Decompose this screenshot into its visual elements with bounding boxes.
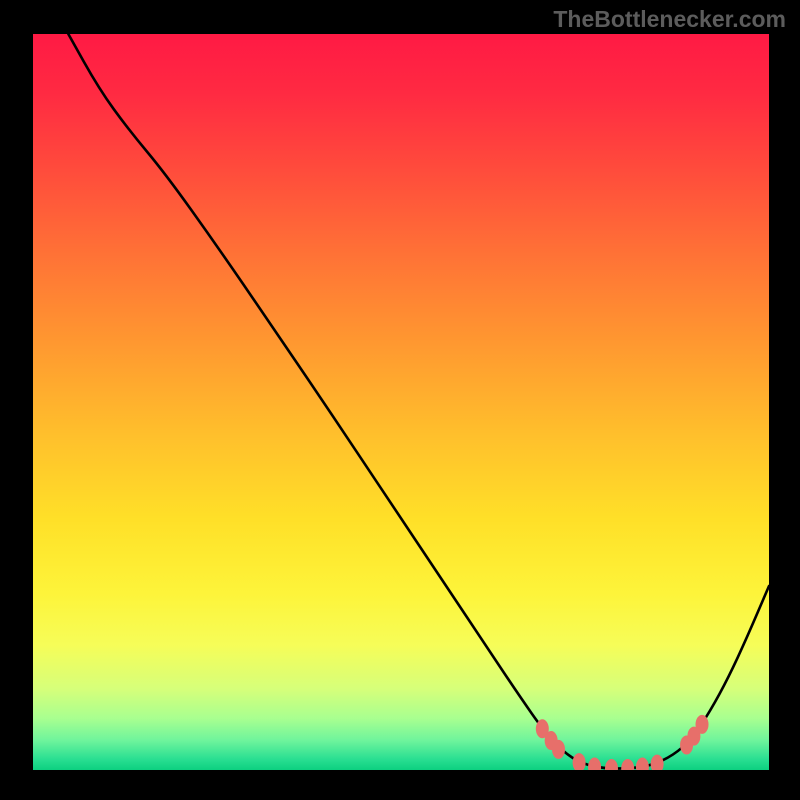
outer-frame: TheBottlenecker.com bbox=[0, 0, 800, 800]
chart-background bbox=[33, 34, 769, 770]
optimal-marker bbox=[552, 740, 565, 759]
watermark-text: TheBottlenecker.com bbox=[553, 6, 786, 33]
bottleneck-chart bbox=[33, 34, 769, 770]
optimal-marker bbox=[696, 715, 709, 734]
